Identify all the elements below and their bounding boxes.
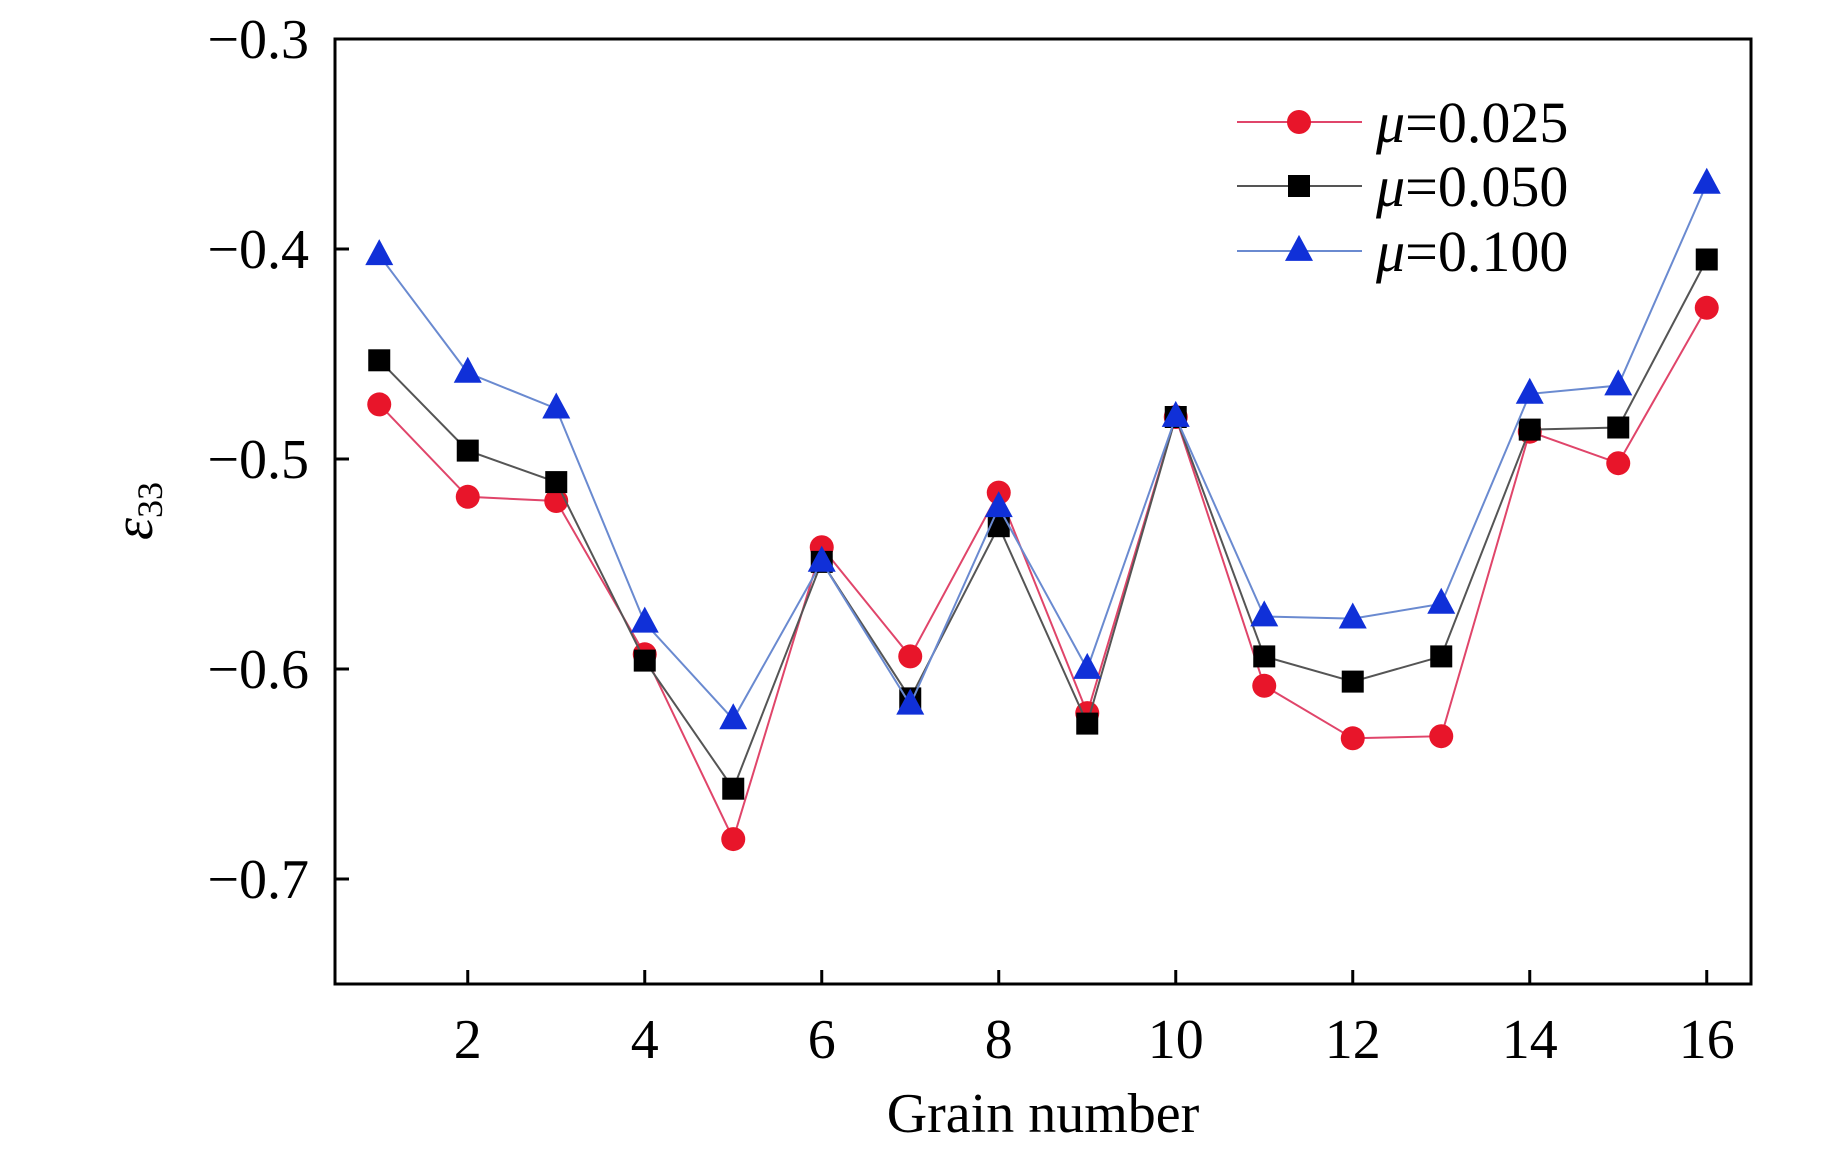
legend-marker [1285,234,1313,261]
data-point [1694,295,1719,320]
legend-entry-2: μ=0.050 [1237,154,1568,219]
legend-label: μ=0.100 [1375,219,1568,284]
data-point [1692,167,1721,194]
legend-label: μ=0.050 [1375,154,1568,219]
y-tick-label: −0.6 [207,639,309,701]
y-axis-title-subscript: 33 [130,482,170,518]
data-point [1161,400,1190,427]
series-3 [365,167,1721,730]
legend-label: μ=0.025 [1375,90,1568,155]
series-line [378,183,1708,722]
y-axis-title: ε33 [103,482,170,540]
series-line [378,259,1708,791]
data-point [896,688,925,715]
data-point [722,777,745,800]
series-layer [365,167,1721,852]
legend-entry-3: μ=0.100 [1237,219,1568,284]
y-tick-label: −0.3 [207,9,309,71]
legend-label-symbol: μ [1375,219,1405,284]
data-point [633,649,656,672]
data-point [1607,416,1630,439]
legend-label-symbol: μ [1375,90,1405,155]
x-tick-label: 4 [631,1009,659,1071]
data-point [1253,645,1276,668]
data-point [1341,670,1364,693]
data-point [1606,451,1631,476]
data-point [1429,724,1454,749]
data-point [807,545,836,572]
y-tick-label: −0.4 [207,219,309,281]
data-point [721,827,746,852]
data-point [1604,369,1633,396]
legend-label-value: =0.100 [1405,219,1568,284]
data-point [368,349,391,372]
x-tick-label: 16 [1679,1009,1735,1071]
legend-label-symbol: μ [1375,154,1405,219]
data-point [1073,652,1102,679]
data-point [365,239,394,266]
data-point [1695,248,1718,271]
data-point [1076,712,1099,735]
x-axis-title: Grain number [887,1083,1200,1145]
y-tick-label: −0.5 [207,429,309,491]
data-point [456,439,479,462]
data-point [1250,600,1279,627]
data-point [1430,645,1453,668]
x-tick-label: 2 [454,1009,482,1071]
legend-label-value: =0.025 [1405,90,1568,155]
data-point [1427,587,1456,614]
data-point [1252,673,1277,698]
data-point [367,392,392,417]
x-tick-label: 8 [985,1009,1013,1071]
plot-area-frame [333,37,1753,986]
x-tick-label: 10 [1148,1009,1204,1071]
legend-label-value: =0.050 [1405,154,1568,219]
data-point [1338,602,1367,629]
data-point [542,392,571,419]
y-axis-ticks: −0.3 −0.4 −0.5 −0.6 −0.7 [207,9,349,911]
x-tick-label: 14 [1502,1009,1558,1071]
data-point [630,606,659,633]
data-point [1518,418,1541,441]
data-point [1340,726,1365,751]
data-point [455,484,480,509]
data-point [898,644,923,669]
x-tick-label: 6 [808,1009,836,1071]
y-tick-label: −0.7 [207,849,309,911]
legend-entry-1: μ=0.025 [1237,90,1568,155]
x-axis-ticks: 2 4 6 8 10 12 14 16 [454,970,1735,1071]
data-point [545,471,568,494]
series-1 [367,295,1719,852]
data-point [1515,377,1544,404]
x-tick-label: 12 [1325,1009,1381,1071]
legend-marker [1288,175,1310,197]
data-point [453,356,482,383]
data-point [719,703,748,730]
series-line [378,307,1708,842]
y-axis-title-symbol: ε [103,517,165,540]
data-point [984,491,1013,518]
legend-marker [1287,110,1311,134]
